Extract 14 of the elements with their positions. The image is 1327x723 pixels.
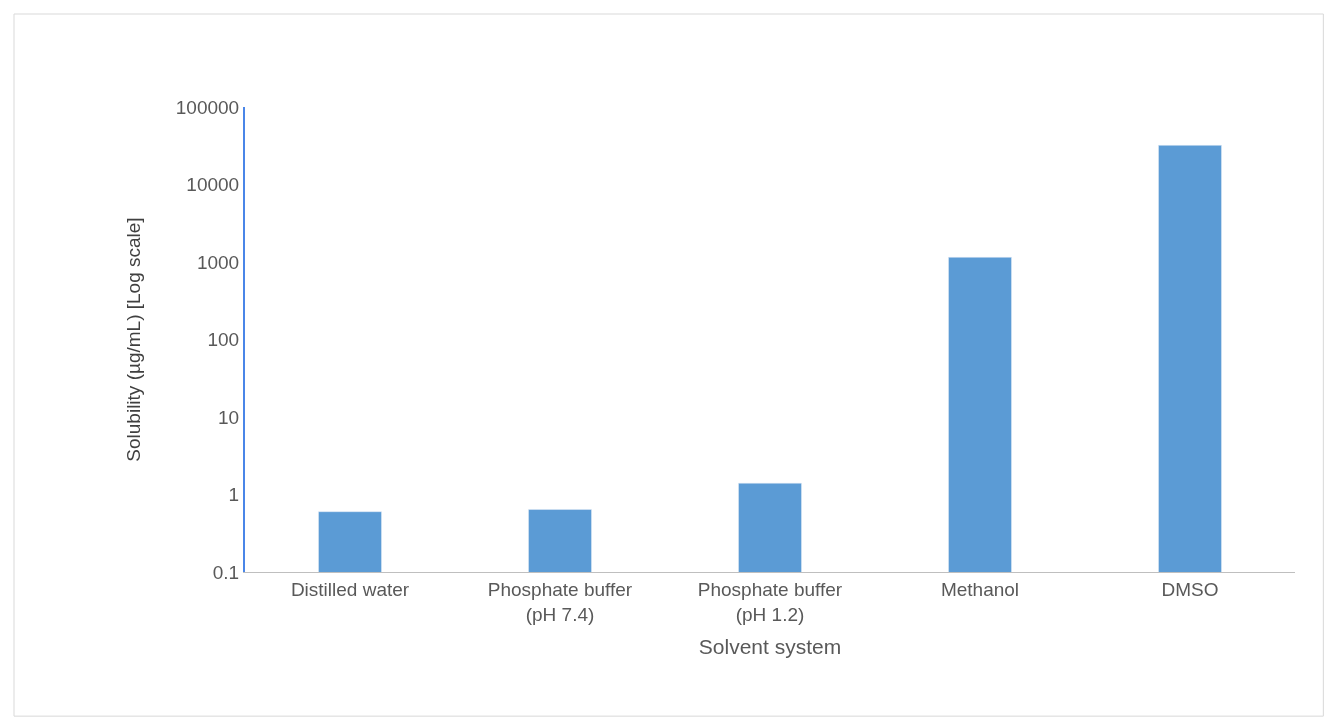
y-tick-label: 1 bbox=[228, 484, 240, 506]
y-tick-label: 10000 bbox=[186, 174, 240, 196]
y-tick-label: 1000 bbox=[196, 251, 240, 273]
x-tick-label: DMSO bbox=[1161, 578, 1219, 600]
x-tick-label: Phosphate buffer (pH 7.4) bbox=[487, 578, 633, 625]
y-tick-label: 100 bbox=[207, 329, 240, 351]
x-axis-title: Solvent system bbox=[698, 634, 842, 658]
y-axis-title: Solubility (µg/mL) [Log scale] bbox=[123, 217, 145, 462]
y-tick-label: 0.1 bbox=[212, 561, 240, 583]
y-tick-label: 10 bbox=[218, 406, 240, 428]
x-tick-label: Distilled water bbox=[290, 578, 410, 600]
x-tick-label: Methanol bbox=[940, 578, 1020, 600]
x-tick-label: Phosphate buffer (pH 1.2) bbox=[697, 578, 843, 625]
y-tick-label: 100000 bbox=[175, 96, 240, 118]
